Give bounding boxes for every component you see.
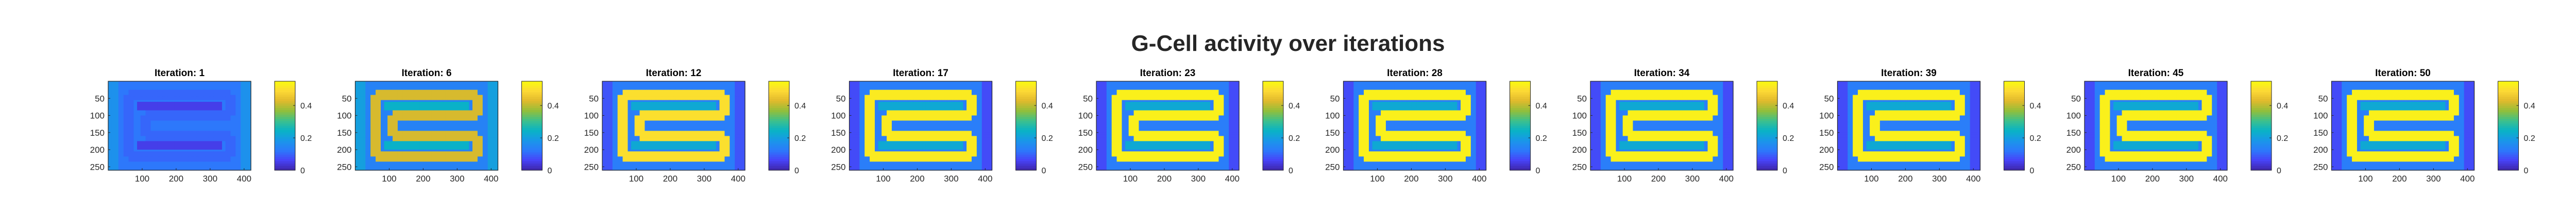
heatmap-cells — [108, 81, 251, 171]
